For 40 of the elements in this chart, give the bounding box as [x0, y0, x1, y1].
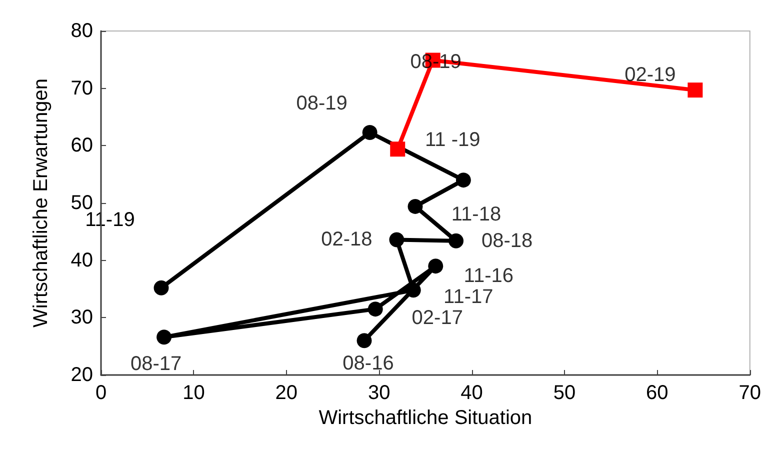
x-tick-label: 40: [460, 382, 483, 404]
y-tick-label: 30: [70, 306, 93, 329]
point: [362, 124, 378, 140]
point: [408, 198, 423, 214]
point: [688, 82, 703, 98]
point: [448, 233, 464, 248]
x-tick-label: 10: [182, 382, 205, 404]
annotation: 11 -19: [425, 129, 480, 152]
y-tick-label: 70: [70, 77, 93, 100]
x-tick-label: 60: [646, 382, 668, 404]
y-axis-title: Wirtschaftliche Erwartungen: [30, 78, 52, 328]
point: [428, 258, 444, 274]
annotation: 08-19: [296, 92, 348, 114]
annotation: 08-17: [130, 353, 182, 376]
x-tick-label: 30: [368, 382, 390, 404]
annotation: 02-19: [624, 64, 676, 86]
x-tick-label: 20: [275, 382, 298, 404]
point: [390, 142, 406, 157]
point: [389, 232, 404, 248]
x-tick-label: 0: [95, 382, 107, 404]
point: [156, 330, 172, 345]
annotation: 11-17: [444, 286, 494, 308]
y-tick-label: 60: [70, 134, 93, 157]
annotation: 02-17: [412, 307, 463, 330]
point: [368, 302, 383, 317]
point: [456, 172, 471, 188]
annotation: 11-16: [464, 265, 514, 288]
y-tick-label: 40: [70, 249, 93, 272]
y-tick-label: 80: [70, 20, 93, 42]
annotation: 08-16: [342, 352, 394, 375]
x-tick-label: 70: [738, 382, 761, 404]
annotation: 02-18: [321, 228, 372, 251]
point: [154, 280, 169, 296]
annotation: 08-18: [481, 230, 533, 252]
y-tick-label: 20: [70, 364, 93, 386]
point: [406, 282, 421, 298]
x-axis-title: Wirtschaftliche Situation: [318, 406, 532, 429]
annotation: 11-18: [451, 203, 502, 226]
x-tick-label: 50: [553, 382, 576, 404]
point: [356, 333, 372, 348]
